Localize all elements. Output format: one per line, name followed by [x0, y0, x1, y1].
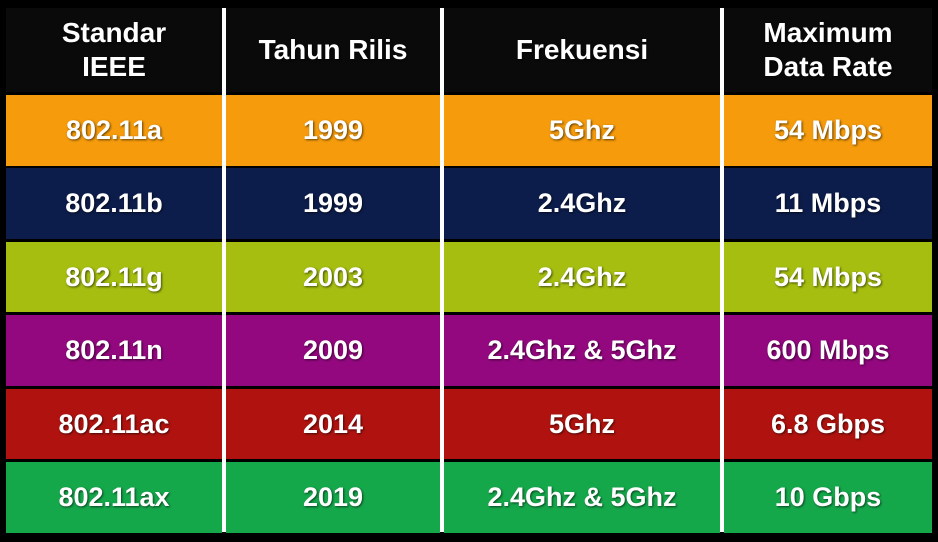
table-cell-text: 2019 [302, 482, 364, 513]
table-cell-text: 2.4Ghz & 5Ghz [487, 335, 677, 366]
column-divider [222, 8, 226, 532]
table-cell-text: 5Ghz [548, 115, 615, 146]
table-cell: 2.4Ghz [444, 168, 720, 239]
header-cell-text: Standar IEEE [61, 17, 167, 82]
table-cell: 2003 [226, 241, 440, 313]
table-cell-text: 802.11a [65, 115, 163, 146]
table-cell: 2.4Ghz & 5Ghz [444, 462, 720, 533]
table-cell-text: 2014 [302, 408, 364, 439]
table-cell: 2014 [226, 388, 440, 460]
header-cell-text: Frekuensi [515, 34, 649, 66]
table-cell: 6.8 Gbps [724, 388, 932, 460]
column-divider [440, 8, 444, 532]
table-cell-text: 1999 [302, 115, 364, 146]
header-cell: Standar IEEE [6, 8, 222, 92]
table-cell-text: 2003 [302, 261, 364, 292]
table-cell-text: 6.8 Gbps [770, 408, 886, 439]
table-cell-text: 802.11ac [58, 408, 170, 439]
table-cell: 802.11ax [6, 462, 222, 533]
table-cell-text: 802.11g [65, 261, 163, 292]
table-cell-text: 2.4Ghz [537, 261, 627, 292]
table-cell: 5Ghz [444, 388, 720, 460]
table-cell: 54 Mbps [724, 241, 932, 313]
table-cell: 10 Gbps [724, 462, 932, 533]
table-cell-text: 54 Mbps [773, 261, 883, 292]
table-cell-text: 5Ghz [548, 408, 615, 439]
table-cell: 5Ghz [444, 95, 720, 166]
table-cell-text: 1999 [302, 188, 364, 219]
table-cell-text: 2.4Ghz [537, 188, 627, 219]
header-cell-text: Maximum Data Rate [763, 17, 893, 82]
table-cell-text: 2.4Ghz & 5Ghz [487, 482, 677, 513]
table-cell: 1999 [226, 95, 440, 166]
header-cell: Maximum Data Rate [724, 8, 932, 92]
table-cell: 2019 [226, 462, 440, 533]
column-divider [720, 8, 724, 532]
table-cell-text: 2009 [302, 335, 364, 366]
header-cell-text: Tahun Rilis [258, 34, 408, 66]
table-cell: 2.4Ghz [444, 241, 720, 313]
table-cell: 2009 [226, 315, 440, 386]
table-cell: 600 Mbps [724, 315, 932, 386]
table-cell-text: 600 Mbps [766, 335, 890, 366]
table-cell: 802.11g [6, 241, 222, 313]
header-cell: Tahun Rilis [226, 8, 440, 92]
table-cell-text: 802.11b [65, 188, 163, 219]
table-cell: 802.11ac [6, 388, 222, 460]
table-cell: 1999 [226, 168, 440, 239]
table-cell: 802.11n [6, 315, 222, 386]
table-cell-text: 802.11n [65, 335, 163, 366]
table-cell: 2.4Ghz & 5Ghz [444, 315, 720, 386]
table-cell: 802.11b [6, 168, 222, 239]
table-cell-text: 11 Mbps [774, 188, 882, 219]
table-cell: 54 Mbps [724, 95, 932, 166]
table-cell: 11 Mbps [724, 168, 932, 239]
table-cell-text: 802.11ax [58, 482, 170, 513]
header-cell: Frekuensi [444, 8, 720, 92]
table-cell: 802.11a [6, 95, 222, 166]
table-cell-text: 10 Gbps [774, 482, 882, 513]
table-cell-text: 54 Mbps [773, 115, 883, 146]
